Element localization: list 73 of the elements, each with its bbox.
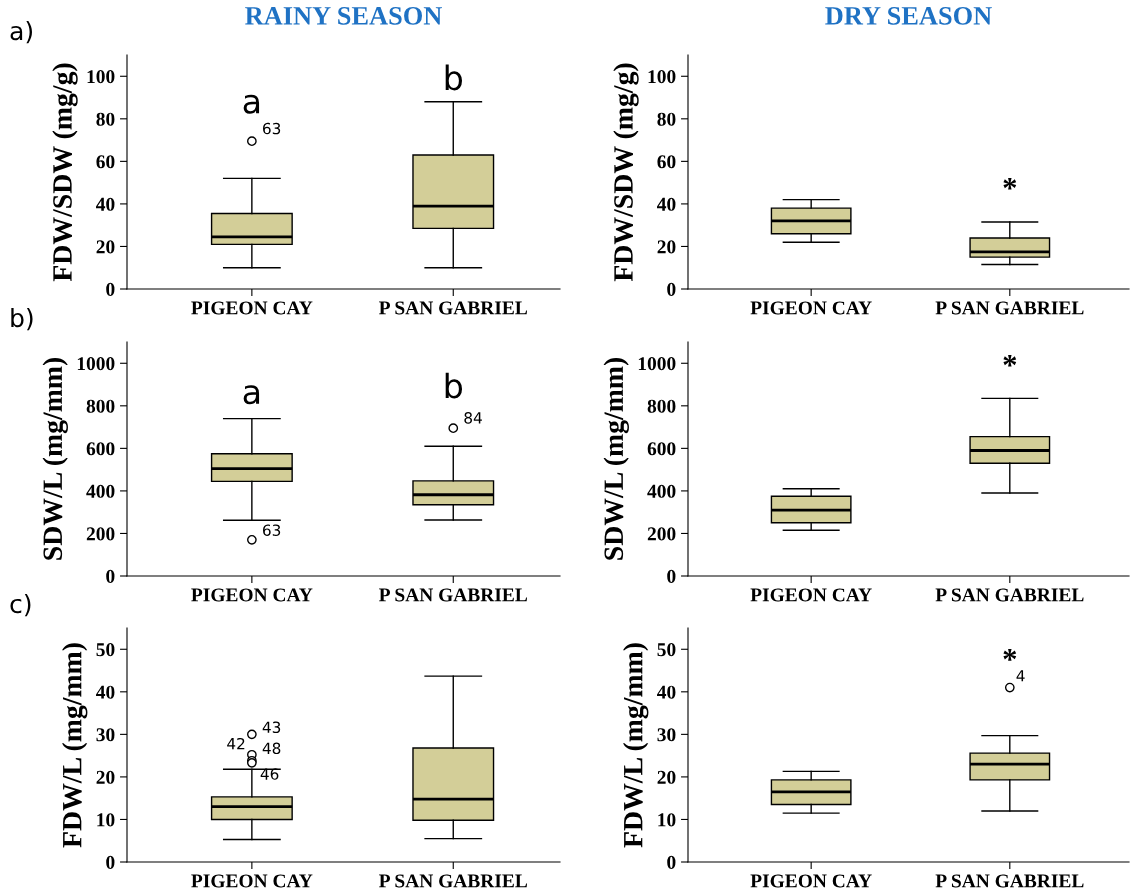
y-tick-label: 40 xyxy=(96,685,115,699)
y-tick-label: 0 xyxy=(106,282,115,296)
y-tick-label: 10 xyxy=(97,813,115,827)
y-tick-label: 20 xyxy=(657,770,676,784)
chart-title: RAINY SEASON xyxy=(245,6,442,25)
annotation: * xyxy=(1003,649,1017,661)
y-tick-label: 20 xyxy=(657,240,676,254)
y-tick-label: 80 xyxy=(657,112,676,126)
y-tick-label: 80 xyxy=(96,112,115,126)
y-tick-label: 30 xyxy=(657,728,676,742)
y-tick-label: 60 xyxy=(657,155,676,169)
y-tick-label: 800 xyxy=(647,399,676,413)
y-tick-label: 40 xyxy=(96,197,115,211)
y-tick-label: 600 xyxy=(86,442,115,456)
y-tick-label: 400 xyxy=(86,484,115,498)
y-tick-label: 0 xyxy=(106,569,115,583)
annotation: 63 xyxy=(263,122,281,135)
y-tick-label: 0 xyxy=(667,855,676,869)
annotation: a xyxy=(243,94,260,114)
x-tick-label: P SAN GABRIEL xyxy=(379,301,527,315)
text: b) xyxy=(11,307,33,331)
y-tick-label: 400 xyxy=(647,484,676,498)
annotation: 63 xyxy=(263,524,281,536)
x-tick-label: P SAN GABRIEL xyxy=(935,874,1084,888)
x-tick-label: P SAN GABRIEL xyxy=(935,588,1084,602)
x-tick-label: PIGEON CAY xyxy=(191,588,313,602)
y-axis-title: FDW/L (mg/mm) xyxy=(623,643,649,848)
y-tick-label: 600 xyxy=(647,442,676,456)
y-tick-label: 800 xyxy=(86,399,115,413)
annotation: 42 xyxy=(227,737,245,750)
y-tick-label: 40 xyxy=(657,685,676,699)
y-tick-label: 60 xyxy=(96,155,115,169)
y-tick-label: 30 xyxy=(96,728,115,742)
annotation: 48 xyxy=(262,742,281,755)
x-tick-label: PIGEON CAY xyxy=(750,588,872,602)
x-tick-label: PIGEON CAY xyxy=(750,874,872,888)
annotation: * xyxy=(1003,354,1017,367)
y-axis-title: SDW/L (mg/mm) xyxy=(42,357,68,560)
y-tick-label: 40 xyxy=(657,197,676,211)
annotation: * xyxy=(1003,177,1017,190)
annotation: b xyxy=(445,372,463,399)
y-tick-label: 1000 xyxy=(638,357,676,371)
y-tick-label: 50 xyxy=(657,643,676,657)
annotation: b xyxy=(445,64,463,91)
y-tick-label: 100 xyxy=(87,70,115,84)
text: c) xyxy=(10,593,31,617)
x-tick-label: PIGEON CAY xyxy=(191,874,313,888)
text: a) xyxy=(10,20,32,44)
annotation: 84 xyxy=(464,412,482,424)
y-tick-label: 0 xyxy=(667,282,676,296)
y-tick-label: 0 xyxy=(667,569,676,583)
y-tick-label: 200 xyxy=(86,527,115,541)
y-axis-title: FDW/SDW (mg/g) xyxy=(52,63,78,282)
x-tick-label: P SAN GABRIEL xyxy=(379,588,527,602)
y-axis-title: FDW/SDW (mg/g) xyxy=(613,63,639,282)
y-tick-label: 20 xyxy=(96,770,115,784)
chart-title: DRY SEASON xyxy=(825,6,992,25)
x-tick-label: P SAN GABRIEL xyxy=(379,874,527,888)
y-tick-label: 100 xyxy=(648,70,676,84)
y-tick-label: 10 xyxy=(658,813,676,827)
annotation: a xyxy=(243,385,260,405)
y-tick-label: 20 xyxy=(96,240,115,254)
x-tick-label: P SAN GABRIEL xyxy=(935,301,1084,315)
y-tick-label: 0 xyxy=(106,855,115,869)
y-axis-title: SDW/L (mg/mm) xyxy=(603,357,629,560)
x-tick-label: PIGEON CAY xyxy=(191,301,313,315)
y-tick-label: 200 xyxy=(647,527,676,541)
y-axis-title: FDW/L (mg/mm) xyxy=(62,643,88,848)
y-tick-label: 1000 xyxy=(77,357,115,371)
annotation: 43 xyxy=(262,721,281,734)
x-tick-label: PIGEON CAY xyxy=(750,301,872,315)
y-tick-label: 50 xyxy=(96,643,115,657)
annotation: 4 xyxy=(1016,670,1025,682)
